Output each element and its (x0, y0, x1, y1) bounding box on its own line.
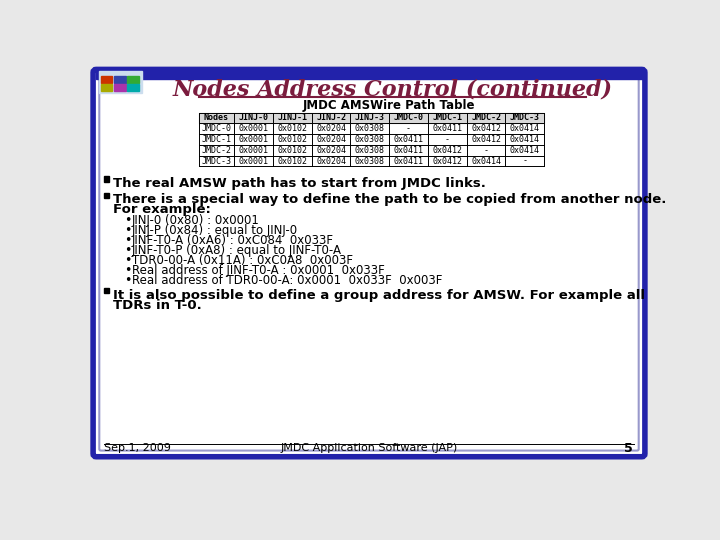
Text: Nodes Address Control (continued): Nodes Address Control (continued) (172, 78, 612, 100)
Bar (104, 193, 109, 198)
Text: •: • (124, 274, 132, 287)
Text: 0x0102: 0x0102 (277, 157, 307, 166)
Bar (114, 76, 126, 83)
Text: 0x0308: 0x0308 (355, 146, 384, 155)
Text: 0x0204: 0x0204 (316, 157, 346, 166)
Text: 0x0414: 0x0414 (510, 146, 540, 155)
Text: Real address of TDR0-00-A: 0x0001  0x033F  0x003F: Real address of TDR0-00-A: 0x0001 0x033F… (132, 274, 442, 287)
Text: The real AMSW path has to start from JMDC links.: The real AMSW path has to start from JMD… (113, 177, 486, 190)
Bar (101, 76, 112, 83)
Text: 0x0102: 0x0102 (277, 146, 307, 155)
Text: 0x0204: 0x0204 (316, 135, 346, 144)
Bar (96, 71, 642, 79)
Text: TDRs in T-0.: TDRs in T-0. (113, 299, 202, 312)
Text: JMDC-0: JMDC-0 (394, 113, 423, 123)
Text: -: - (522, 157, 527, 166)
Text: -: - (484, 146, 489, 155)
Text: Real address of JINF-T0-A : 0x0001  0x033F: Real address of JINF-T0-A : 0x0001 0x033… (132, 264, 384, 277)
Text: -: - (445, 135, 450, 144)
Text: 0x0001: 0x0001 (238, 157, 269, 166)
Text: •: • (124, 234, 132, 247)
Text: 0x0411: 0x0411 (394, 157, 423, 166)
Text: •: • (124, 224, 132, 237)
Text: For example:: For example: (113, 204, 211, 217)
Text: It is also possible to define a group address for AMSW. For example all: It is also possible to define a group ad… (113, 289, 645, 302)
Bar (127, 76, 139, 83)
Text: •: • (124, 244, 132, 257)
Text: JMDC Application Software (JAP): JMDC Application Software (JAP) (280, 443, 458, 453)
Text: JINJ-P (0x84) : equal to JINJ-0: JINJ-P (0x84) : equal to JINJ-0 (132, 224, 298, 237)
Text: 0x0414: 0x0414 (510, 135, 540, 144)
FancyBboxPatch shape (93, 70, 645, 457)
Text: 0x0412: 0x0412 (432, 157, 462, 166)
Text: •: • (124, 264, 132, 277)
Text: •: • (124, 254, 132, 267)
Text: •: • (124, 214, 132, 227)
Text: JMDC-3: JMDC-3 (510, 113, 540, 123)
Text: JMDC-1: JMDC-1 (432, 113, 462, 123)
Text: 0x0001: 0x0001 (238, 124, 269, 133)
Text: TDR0-00-A (0x11A) : 0xC0A8  0x003F: TDR0-00-A (0x11A) : 0xC0A8 0x003F (132, 254, 353, 267)
Text: 0x0411: 0x0411 (432, 124, 462, 133)
Bar (127, 84, 139, 91)
Text: 0x0414: 0x0414 (510, 124, 540, 133)
Text: 0x0411: 0x0411 (394, 146, 423, 155)
Text: 0x0308: 0x0308 (355, 124, 384, 133)
Text: 0x0204: 0x0204 (316, 146, 346, 155)
Text: -: - (406, 124, 411, 133)
Bar (99, 71, 142, 92)
Bar (101, 84, 112, 91)
Text: Nodes: Nodes (204, 113, 229, 123)
Text: There is a special way to define the path to be copied from another node.: There is a special way to define the pat… (113, 193, 667, 206)
Text: 0x0412: 0x0412 (471, 135, 501, 144)
Text: 0x0102: 0x0102 (277, 124, 307, 133)
Text: JMDC-0: JMDC-0 (202, 124, 231, 133)
Text: Sep.1, 2009: Sep.1, 2009 (104, 443, 171, 453)
Bar (199, 112, 544, 123)
Text: 0x0001: 0x0001 (238, 135, 269, 144)
Text: JMDC-3: JMDC-3 (202, 157, 231, 166)
Text: JINJ-1: JINJ-1 (277, 113, 307, 123)
Bar (104, 177, 109, 182)
Text: JINJ-3: JINJ-3 (355, 113, 384, 123)
Text: 0x0001: 0x0001 (238, 146, 269, 155)
Bar (104, 288, 109, 294)
Text: JINJ-0: JINJ-0 (238, 113, 269, 123)
Text: 0x0414: 0x0414 (471, 157, 501, 166)
Text: JMDC AMSWire Path Table: JMDC AMSWire Path Table (302, 99, 474, 112)
Text: 0x0102: 0x0102 (277, 135, 307, 144)
Text: JMDC-1: JMDC-1 (202, 135, 231, 144)
Text: JINJ-2: JINJ-2 (316, 113, 346, 123)
Text: 0x0204: 0x0204 (316, 124, 346, 133)
Text: JINF-T0-P (0xA8) : equal to JINF-T0-A: JINF-T0-P (0xA8) : equal to JINF-T0-A (132, 244, 342, 257)
Text: JMDC-2: JMDC-2 (471, 113, 501, 123)
Text: 0x0308: 0x0308 (355, 157, 384, 166)
Bar (114, 84, 126, 91)
Text: JINJ-0 (0x80) : 0x0001: JINJ-0 (0x80) : 0x0001 (132, 214, 260, 227)
Text: 5: 5 (624, 442, 632, 455)
Text: 0x0412: 0x0412 (432, 146, 462, 155)
Text: 0x0411: 0x0411 (394, 135, 423, 144)
Text: 0x0412: 0x0412 (471, 124, 501, 133)
Text: JINF-T0-A (0xA6) : 0xC084  0x033F: JINF-T0-A (0xA6) : 0xC084 0x033F (132, 234, 334, 247)
Text: JMDC-2: JMDC-2 (202, 146, 231, 155)
Text: 0x0308: 0x0308 (355, 135, 384, 144)
